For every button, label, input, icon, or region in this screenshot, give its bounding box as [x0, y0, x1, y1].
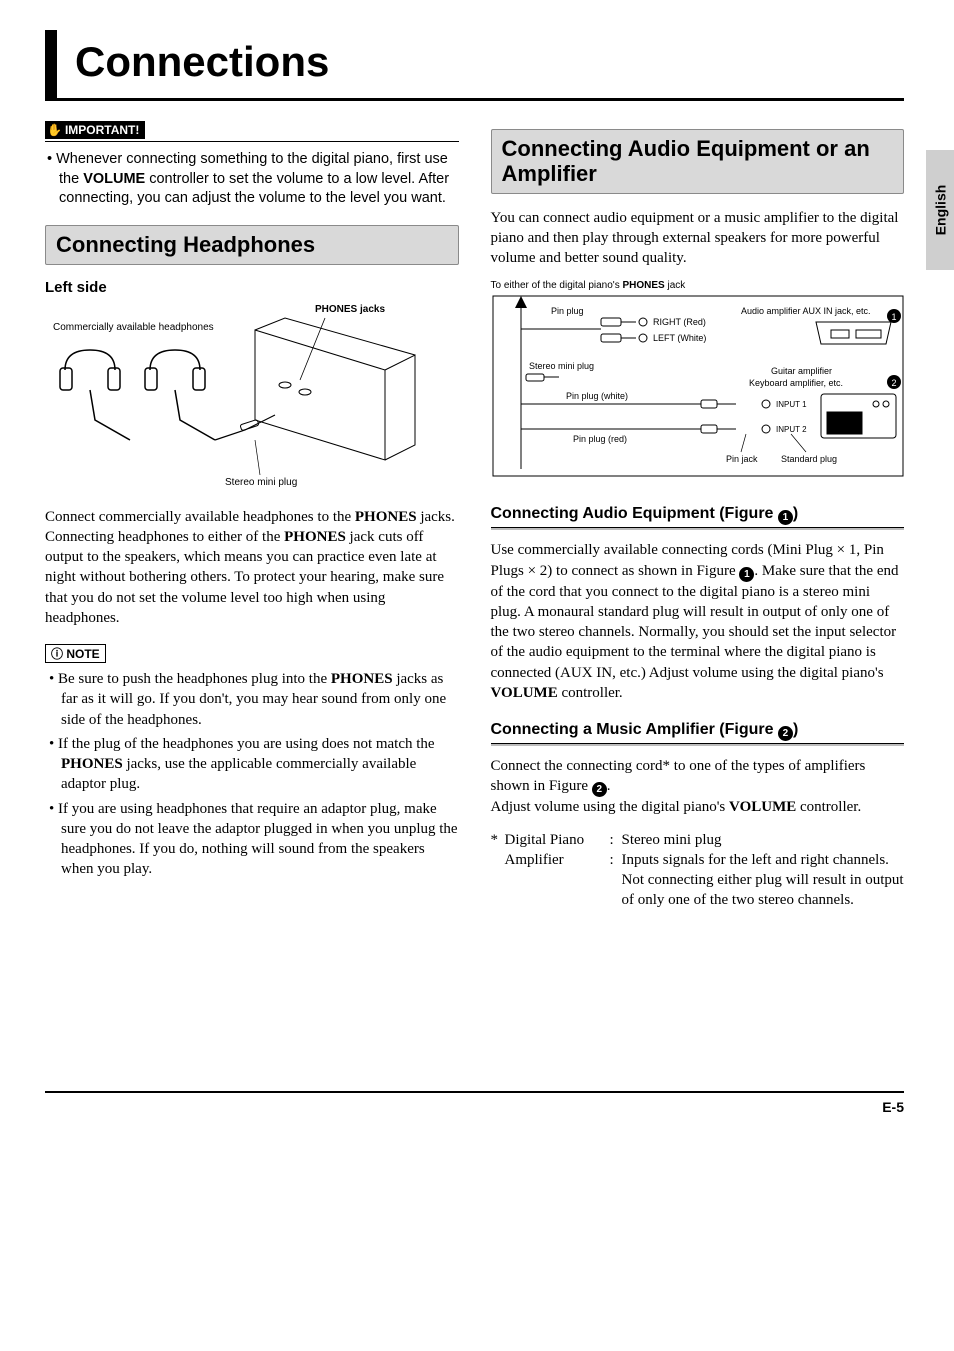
svg-text:LEFT (White): LEFT (White): [653, 333, 706, 343]
headphones-diagram: PHONES jacks Commercially available head…: [45, 300, 459, 493]
page-footer: E-5: [45, 1091, 904, 1115]
svg-text:RIGHT (Red): RIGHT (Red): [653, 317, 706, 327]
svg-text:Stereo mini plug: Stereo mini plug: [529, 361, 594, 371]
headphones-icon-1: [60, 350, 130, 440]
circle-num-1-icon: 1: [778, 510, 793, 525]
important-label: IMPORTANT!: [45, 121, 145, 139]
page-number: E-5: [882, 1099, 904, 1115]
music-amp-paragraph-1: Connect the connecting cord* to one of t…: [491, 756, 905, 797]
sub-section-music-amp: Connecting a Music Amplifier (Figure 2): [491, 721, 905, 741]
note-label: NOTE: [45, 644, 106, 663]
right-column: Connecting Audio Equipment or an Amplifi…: [491, 121, 905, 911]
note-item-3: If you are using headphones that require…: [61, 799, 459, 880]
circle-num-1b-icon: 1: [739, 567, 754, 582]
svg-text:Audio amplifier AUX IN jack, e: Audio amplifier AUX IN jack, etc.: [741, 306, 871, 316]
pin-plug-text: Pin plug: [551, 306, 584, 316]
stereo-mini-plug-text: Stereo mini plug: [225, 477, 297, 488]
page-title-container: Connections: [45, 30, 904, 101]
left-column: IMPORTANT! • Whenever connecting somethi…: [45, 121, 459, 911]
important-block: IMPORTANT! • Whenever connecting somethi…: [45, 121, 459, 209]
sub-rule-2: [491, 743, 905, 746]
content-columns: IMPORTANT! • Whenever connecting somethi…: [45, 121, 904, 911]
circle-num-2b-icon: 2: [592, 782, 607, 797]
piano-side-icon: [215, 318, 415, 460]
note-item-2: If the plug of the headphones you are us…: [61, 734, 459, 795]
sub-section-audio-equipment: Connecting Audio Equipment (Figure 1): [491, 505, 905, 525]
sub-rule: [491, 527, 905, 530]
spec-list: * Digital Piano : Stereo mini plug Ampli…: [491, 830, 905, 911]
spec-row-1: * Digital Piano : Stereo mini plug: [491, 830, 905, 850]
section-connecting-headphones: Connecting Headphones: [45, 225, 459, 265]
svg-text:Pin jack: Pin jack: [726, 454, 758, 464]
music-amp-paragraph-2: Adjust volume using the digital piano's …: [491, 797, 905, 817]
headphones-paragraph: Connect commercially available headphone…: [45, 507, 459, 629]
phones-jacks-text: PHONES jacks: [315, 304, 385, 315]
circle-2-text: 2: [891, 378, 896, 388]
guitar-amp-icon: [821, 394, 896, 438]
page-title: Connections: [75, 38, 904, 86]
circle-num-2-icon: 2: [778, 726, 793, 741]
note-list: Be sure to push the headphones plug into…: [45, 669, 459, 880]
section-connecting-audio: Connecting Audio Equipment or an Amplifi…: [491, 129, 905, 194]
circle-1-text: 1: [891, 312, 896, 322]
audio-diagram: To either of the digital piano's PHONES …: [491, 280, 905, 487]
svg-text:Pin plug (red): Pin plug (red): [573, 434, 627, 444]
headphones-label-text: Commercially available headphones: [53, 322, 214, 333]
language-tab: English: [926, 150, 954, 270]
language-tab-text: English: [932, 185, 948, 236]
amp-box-icon: [816, 322, 891, 344]
spec-row-2: Amplifier : Inputs signals for the left …: [491, 850, 905, 911]
note-item-1: Be sure to push the headphones plug into…: [61, 669, 459, 730]
svg-text:INPUT 1: INPUT 1: [776, 400, 807, 409]
important-rule: [45, 141, 459, 142]
svg-text:INPUT 2: INPUT 2: [776, 425, 807, 434]
svg-text:Guitar amplifier: Guitar amplifier: [771, 366, 832, 376]
audio-intro-paragraph: You can connect audio equipment or a mus…: [491, 208, 905, 269]
left-side-label: Left side: [45, 279, 459, 296]
audio-equipment-paragraph: Use commercially available connecting co…: [491, 540, 905, 703]
headphones-icon-2: [145, 350, 215, 440]
svg-text:Pin plug (white): Pin plug (white): [566, 391, 628, 401]
svg-text:Keyboard amplifier, etc.: Keyboard amplifier, etc.: [749, 378, 843, 388]
svg-text:Standard plug: Standard plug: [781, 454, 837, 464]
important-bullet: • Whenever connecting something to the d…: [45, 150, 459, 209]
